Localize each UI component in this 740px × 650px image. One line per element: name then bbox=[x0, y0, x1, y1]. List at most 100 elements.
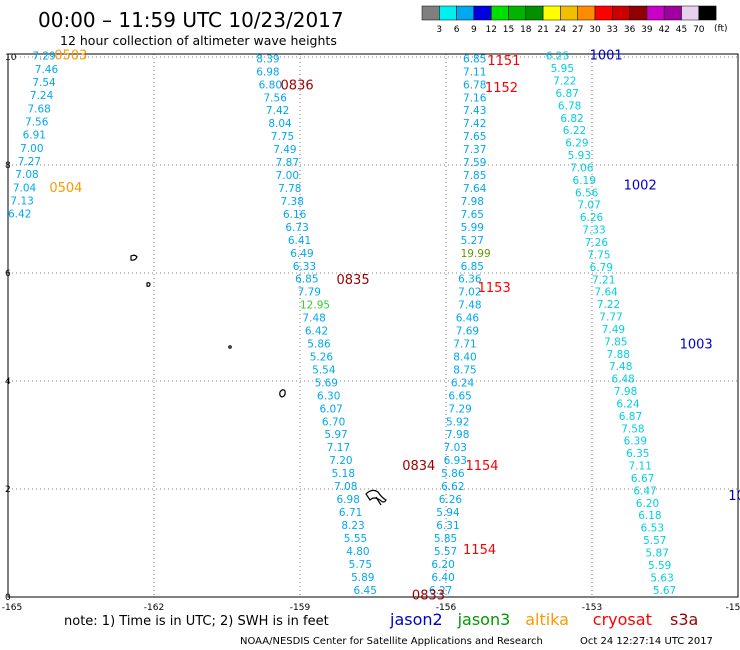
wave-height-value: 6.29 bbox=[565, 138, 588, 150]
wave-height-value: 8.04 bbox=[268, 118, 292, 130]
wave-height-value: 7.75 bbox=[271, 131, 294, 143]
island-outline bbox=[375, 496, 382, 506]
track-jason2-east: 6.255.957.226.876.786.826.226.295.937.06… bbox=[546, 51, 676, 597]
wave-height-value: 7.00 bbox=[276, 170, 299, 182]
color-scale-swatch bbox=[542, 5, 561, 21]
wave-height-value: 6.87 bbox=[556, 88, 579, 100]
latitude-axis: 0 2 4 6 8 10 bbox=[5, 53, 17, 603]
wave-height-value: 6.27 bbox=[429, 585, 452, 597]
wave-height-value: 6.70 bbox=[322, 416, 345, 428]
wave-height-value: 6.78 bbox=[463, 79, 486, 91]
wave-height-value: 6.85 bbox=[461, 261, 484, 273]
wave-height-value: 7.08 bbox=[15, 169, 38, 181]
wave-height-value: 7.42 bbox=[266, 105, 289, 117]
wave-height-value: 5.85 bbox=[434, 533, 457, 545]
wave-height-value: 5.67 bbox=[653, 585, 676, 597]
color-scale-label: 42 bbox=[658, 25, 669, 35]
longitude-tick-label: -153 bbox=[582, 603, 602, 613]
wave-height-value: 6.42 bbox=[8, 208, 31, 220]
wave-height-value: 7.48 bbox=[458, 300, 481, 312]
pass-time-label: 1001 bbox=[590, 49, 623, 64]
latitude-tick-label: 8 bbox=[5, 161, 11, 171]
wave-height-value: 7.38 bbox=[281, 196, 304, 208]
wave-height-value: 5.18 bbox=[332, 468, 355, 480]
wave-height-value: 7.85 bbox=[604, 336, 627, 348]
wave-height-value: 7.48 bbox=[302, 313, 325, 325]
wave-height-value: 8.39 bbox=[256, 53, 279, 65]
color-scale-label: 6 bbox=[454, 25, 460, 35]
wave-height-value: 6.73 bbox=[285, 222, 308, 234]
wave-height-value: 6.46 bbox=[456, 313, 480, 325]
island-outline bbox=[365, 489, 387, 503]
wave-height-value: 5.95 bbox=[551, 63, 574, 75]
color-scale-label: 30 bbox=[589, 25, 601, 35]
wave-height-value: 7.75 bbox=[587, 249, 610, 261]
color-scale-swatch bbox=[525, 5, 544, 21]
wave-height-value: 7.64 bbox=[594, 287, 618, 299]
color-scale-label: 9 bbox=[471, 25, 477, 35]
wave-height-value: 6.67 bbox=[631, 473, 654, 485]
wave-height-value: 6.36 bbox=[458, 274, 482, 286]
wave-height-value: 5.87 bbox=[646, 548, 669, 560]
wave-height-value: 7.02 bbox=[458, 287, 481, 299]
wave-height-value: 7.71 bbox=[453, 339, 476, 351]
color-scale-label: 39 bbox=[641, 25, 653, 35]
wave-height-value: 5.27 bbox=[461, 235, 484, 247]
satellite-legend-cryosat: cryosat bbox=[593, 610, 652, 629]
wave-height-value: 7.87 bbox=[276, 157, 299, 169]
wave-height-value: 7.46 bbox=[35, 64, 59, 76]
island-outline bbox=[146, 282, 151, 287]
wave-height-value: 8.75 bbox=[453, 364, 476, 376]
wave-height-value: 7.24 bbox=[30, 90, 54, 102]
wave-height-value: 5.86 bbox=[441, 468, 465, 480]
wave-height-value: 5.86 bbox=[307, 339, 331, 351]
footer-credit: NOAA/NESDIS Center for Satellite Applica… bbox=[240, 636, 543, 647]
satellite-legend: jason2 jason3 altika cryosat s3a bbox=[389, 610, 698, 629]
wave-height-value: 7.98 bbox=[461, 196, 484, 208]
color-scale-label: 24 bbox=[555, 25, 567, 35]
map-frame bbox=[7, 53, 739, 598]
wave-height-value: 5.97 bbox=[324, 429, 347, 441]
wave-height-value: 8.40 bbox=[453, 351, 476, 363]
wave-height-value: 5.26 bbox=[310, 351, 334, 363]
wave-height-value: 7.85 bbox=[463, 170, 486, 182]
wave-height-value: 6.31 bbox=[436, 520, 459, 532]
satellite-legend-altika: altika bbox=[525, 610, 569, 629]
wave-height-value: 6.79 bbox=[590, 262, 613, 274]
wave-height-value: 5.55 bbox=[344, 533, 367, 545]
wave-height-value: 7.20 bbox=[329, 455, 352, 467]
pass-time-label: 1003 bbox=[680, 338, 713, 353]
wave-height-value: 6.47 bbox=[633, 485, 656, 497]
wave-height-value: 7.13 bbox=[10, 195, 33, 207]
pass-time-label: 0836 bbox=[281, 78, 314, 93]
island-outline bbox=[130, 254, 138, 261]
longitude-tick-label: -156 bbox=[436, 603, 457, 613]
longitude-axis: -165 -162 -159 -156 -153 -15 bbox=[2, 603, 740, 613]
color-scale-label: 3 bbox=[436, 25, 442, 35]
color-scale-swatch bbox=[508, 5, 527, 21]
color-scale-label: 21 bbox=[537, 25, 548, 35]
pass-time-label: 0833 bbox=[412, 589, 445, 604]
wave-height-value: 6.80 bbox=[259, 79, 282, 91]
wave-height-value: 6.22 bbox=[563, 125, 586, 137]
color-scale-swatch bbox=[681, 5, 700, 21]
wave-height-value: 7.29 bbox=[32, 51, 55, 63]
wave-height-value: 7.64 bbox=[463, 183, 487, 195]
color-scale-swatch bbox=[698, 5, 717, 21]
wave-height-value: 7.49 bbox=[273, 144, 296, 156]
latitude-tick-label: 10 bbox=[5, 53, 17, 63]
track-cryosat-east: 6.857.116.787.167.437.427.657.377.597.85… bbox=[429, 53, 491, 596]
wave-height-value: 5.63 bbox=[650, 572, 673, 584]
color-scale-swatch bbox=[560, 5, 578, 21]
wave-height-value: 6.19 bbox=[573, 175, 596, 187]
track-altika-west: 7.297.467.547.24 7.687.566.917.007.277.08… bbox=[8, 51, 58, 221]
wave-height-value: 7.98 bbox=[614, 386, 637, 398]
longitude-tick-label: -159 bbox=[290, 603, 311, 613]
wave-height-value: 6.48 bbox=[611, 374, 634, 386]
wave-height-value: 7.27 bbox=[18, 156, 41, 168]
pass-time-label: 1154 bbox=[465, 459, 498, 474]
wave-height-value: 7.17 bbox=[327, 442, 350, 454]
wave-height-value: 7.43 bbox=[463, 105, 486, 117]
wave-height-value: 6.40 bbox=[431, 572, 454, 584]
wave-height-value: 5.57 bbox=[643, 535, 666, 547]
